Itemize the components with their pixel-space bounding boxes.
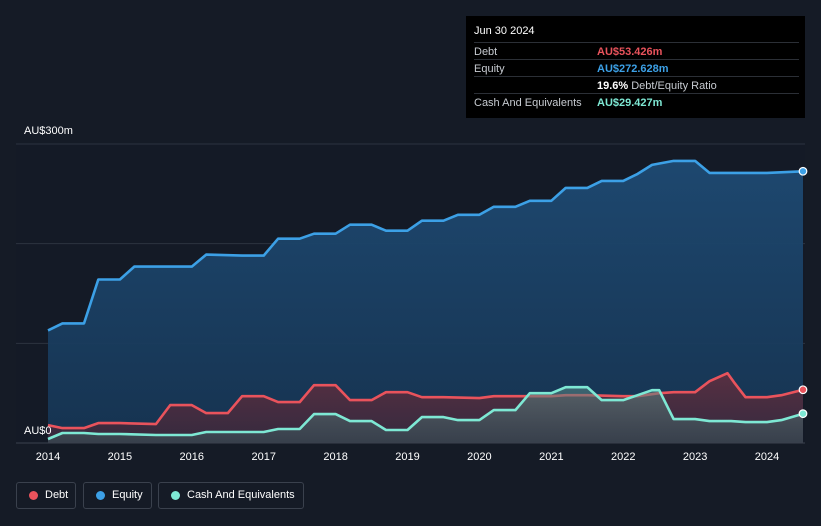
- x-tick-label: 2017: [251, 451, 276, 463]
- x-tick-label: 2016: [179, 451, 205, 463]
- tooltip-equity-value: AU$272.628m: [597, 63, 669, 75]
- legend-equity[interactable]: Equity: [83, 482, 152, 509]
- x-tick-label: 2023: [682, 451, 708, 463]
- equity-line: [47, 159, 804, 332]
- tooltip-cash-value: AU$29.427m: [597, 97, 663, 109]
- cash-and-equivalents-endpoint: [798, 409, 808, 419]
- y-axis-label-zero: AU$0: [24, 425, 52, 437]
- x-tick-label: 2015: [107, 451, 133, 463]
- tooltip-ratio-value: 19.6%: [597, 80, 629, 92]
- tooltip-date: Jun 30 2024: [474, 25, 535, 37]
- legend-debt[interactable]: Debt: [16, 482, 76, 509]
- x-tick-label: 2018: [323, 451, 348, 463]
- legend-debt-dot: [29, 491, 38, 500]
- x-tick-label: 2024: [754, 451, 780, 463]
- legend-cash-dot: [171, 491, 180, 500]
- equity-endpoint: [798, 166, 808, 176]
- data-tooltip: Jun 30 2024 Debt AU$53.426m Equity AU$27…: [466, 16, 805, 118]
- tooltip-row-cash: Cash And Equivalents AU$29.427m: [474, 93, 799, 111]
- tooltip-cash-label: Cash And Equivalents: [474, 97, 582, 109]
- y-axis-label-max: AU$300m: [24, 125, 73, 137]
- x-tick-label: 2020: [467, 451, 492, 463]
- x-tick-label: 2014: [35, 451, 61, 463]
- tooltip-row-equity: Equity AU$272.628m: [474, 59, 799, 77]
- tooltip-equity-label: Equity: [474, 63, 505, 75]
- legend-debt-label: Debt: [45, 489, 69, 501]
- debt-line: [47, 371, 804, 430]
- tooltip-ratio: 19.6% Debt/Equity Ratio: [597, 80, 717, 92]
- x-tick-label: 2021: [539, 451, 564, 463]
- x-tick-label: 2022: [610, 451, 636, 463]
- tooltip-row-ratio: 19.6% Debt/Equity Ratio: [474, 76, 799, 94]
- tooltip-debt-value: AU$53.426m: [597, 46, 663, 58]
- cash-and-equivalents-line: [47, 385, 804, 441]
- legend-equity-label: Equity: [112, 489, 143, 501]
- tooltip-ratio-label: Debt/Equity Ratio: [631, 80, 717, 92]
- tooltip-row-debt: Debt AU$53.426m: [474, 42, 799, 60]
- legend-equity-dot: [96, 491, 105, 500]
- x-tick-label: 2019: [395, 451, 420, 463]
- legend-cash-label: Cash And Equivalents: [187, 489, 295, 501]
- legend-cash[interactable]: Cash And Equivalents: [158, 482, 304, 509]
- debt-endpoint: [798, 385, 808, 395]
- equity-area: [48, 160, 803, 443]
- tooltip-debt-label: Debt: [474, 46, 498, 58]
